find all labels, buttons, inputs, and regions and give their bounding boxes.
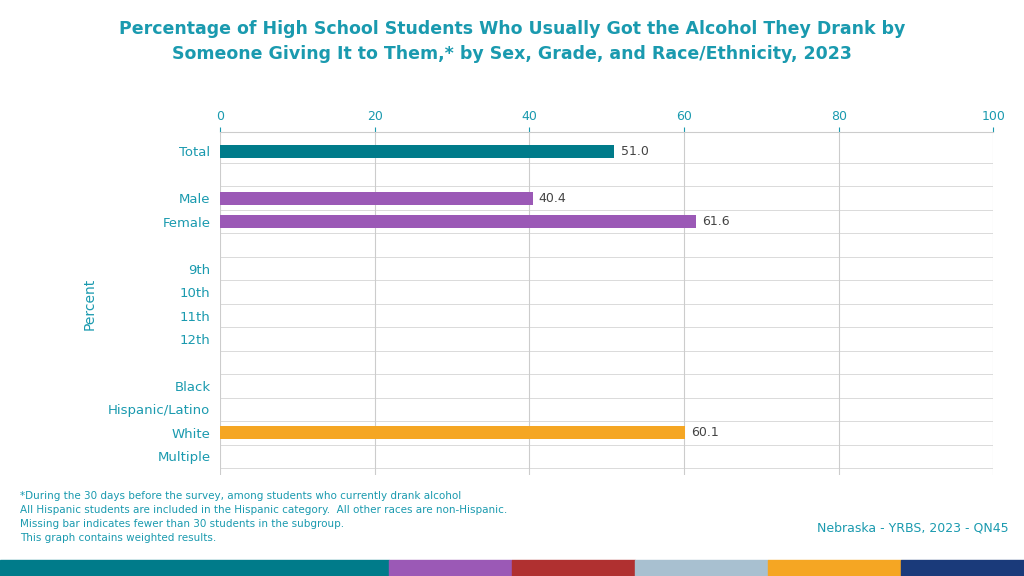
Text: 40.4: 40.4 — [539, 192, 566, 204]
Bar — [901, 560, 1024, 576]
Text: Nebraska - YRBS, 2023 - QN45: Nebraska - YRBS, 2023 - QN45 — [817, 521, 1009, 535]
Bar — [220, 215, 696, 228]
Bar — [220, 192, 532, 204]
Text: 51.0: 51.0 — [621, 145, 648, 158]
Bar — [512, 560, 635, 576]
Text: Percentage of High School Students Who Usually Got the Alcohol They Drank by
Som: Percentage of High School Students Who U… — [119, 20, 905, 63]
Y-axis label: Percent: Percent — [83, 278, 97, 330]
Bar — [220, 145, 614, 158]
Text: 61.6: 61.6 — [702, 215, 730, 228]
Text: 60.1: 60.1 — [691, 426, 719, 439]
Bar — [220, 426, 685, 439]
Bar — [768, 560, 901, 576]
Bar — [389, 560, 512, 576]
Text: *During the 30 days before the survey, among students who currently drank alcoho: *During the 30 days before the survey, a… — [20, 491, 508, 543]
Bar — [635, 560, 768, 576]
Bar — [0, 560, 389, 576]
